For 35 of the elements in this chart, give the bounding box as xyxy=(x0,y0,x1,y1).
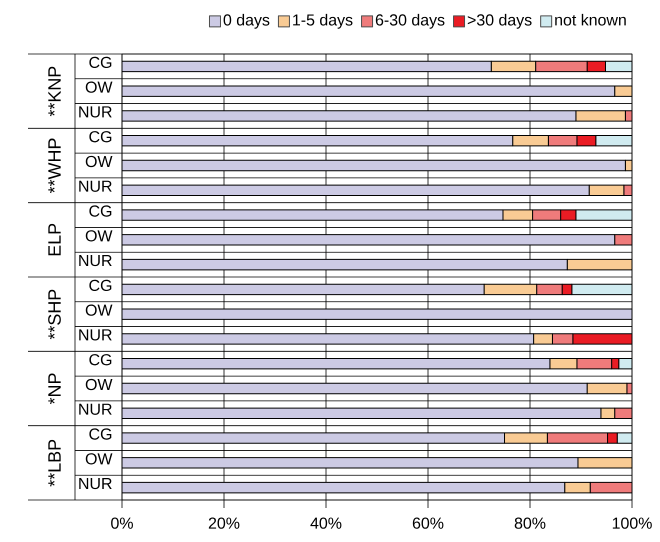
text: **WHP xyxy=(48,138,61,194)
legend-label: 6-30 days xyxy=(376,14,444,29)
y-tick-label: OW xyxy=(86,453,112,464)
y-tick-label: CG xyxy=(89,131,112,142)
text: **KNP xyxy=(48,66,61,116)
y-tick-label: NUR xyxy=(79,106,112,118)
text: **SHP xyxy=(48,290,61,340)
legend-label: 1-5 days xyxy=(293,14,352,29)
x-tick-label: 20% xyxy=(208,518,240,529)
y-tick-label: NUR xyxy=(79,404,112,415)
y-tick-label: OW xyxy=(86,82,112,93)
y-tick-label: NUR xyxy=(79,255,112,266)
text: **LBP xyxy=(48,440,61,486)
y-tick-label: NUR xyxy=(79,180,112,192)
y-tick-label: CG xyxy=(89,205,112,217)
legend-label: >30 days xyxy=(468,14,532,29)
y-tick-label: OW xyxy=(86,230,112,242)
y-tick-label: CG xyxy=(89,428,112,440)
x-tick-label: 100% xyxy=(612,518,652,529)
x-tick-label: 40% xyxy=(310,518,342,529)
text: ELP xyxy=(48,224,61,256)
text: *NP xyxy=(48,374,61,404)
y-tick-label: CG xyxy=(89,354,112,366)
legend-label: 0 days xyxy=(224,14,270,29)
y-tick-label: NUR xyxy=(79,329,112,340)
y-tick-label: NUR xyxy=(79,478,112,490)
x-tick-label: 60% xyxy=(412,518,444,529)
legend-label: not known xyxy=(555,14,626,26)
x-tick-label: 0% xyxy=(111,518,133,529)
y-tick-label: OW xyxy=(86,156,112,168)
y-tick-label: CG xyxy=(89,56,112,68)
y-tick-label: CG xyxy=(89,280,112,292)
x-tick-label: 80% xyxy=(514,518,546,529)
y-tick-label: OW xyxy=(86,378,112,390)
y-tick-label: OW xyxy=(86,304,112,316)
